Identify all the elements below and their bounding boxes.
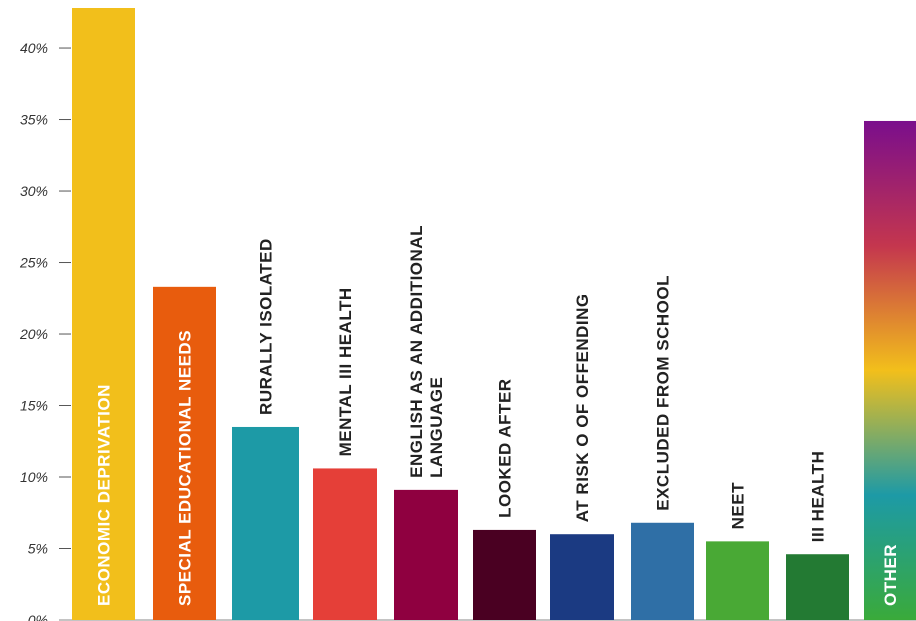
bar-label: LOOKED AFTER (496, 378, 515, 517)
bar-label: RURALLY ISOLATED (257, 238, 276, 415)
bar-label: EXCLUDED FROM SCHOOL (654, 275, 673, 511)
bar (232, 426, 299, 620)
bar (394, 489, 458, 620)
bar (631, 522, 694, 620)
y-tick-label: 30% (20, 183, 48, 199)
y-tick-label: 40% (20, 40, 48, 56)
bar (550, 534, 614, 620)
bar-label: OTHER (881, 544, 900, 606)
bar-label: ENGLISH AS AN ADDITIONAL (407, 225, 426, 478)
bar (313, 468, 377, 620)
bar-label: NEET (729, 482, 748, 529)
y-tick-label: 20% (19, 326, 48, 342)
bar-label: ECONOMIC DEPRIVATION (95, 384, 114, 606)
bar (706, 541, 769, 620)
y-tick-label: 15% (20, 398, 48, 414)
y-tick-label: 35% (20, 112, 48, 128)
bars (72, 8, 916, 620)
bar-labels: ECONOMIC DEPRIVATION SPECIAL EDUCATIONAL … (95, 225, 901, 606)
y-tick-label: 25% (19, 255, 48, 271)
bar-label: SPECIAL EDUCATIONAL NEEDS (176, 330, 195, 606)
y-tick-label: 5% (28, 541, 48, 557)
bar (864, 120, 916, 620)
bar (786, 554, 849, 620)
bar (153, 286, 216, 620)
bar (473, 529, 536, 620)
bar-label: AT RISK O OF OFFENDING (573, 293, 592, 522)
bar-label: MENTAL III HEALTH (336, 287, 355, 456)
bar-label: LANGUAGE (427, 377, 446, 478)
y-tick-label: 0% (28, 612, 48, 621)
bar (72, 8, 135, 620)
bar-label: III HEALTH (809, 451, 828, 543)
y-tick-label: 10% (20, 469, 48, 485)
